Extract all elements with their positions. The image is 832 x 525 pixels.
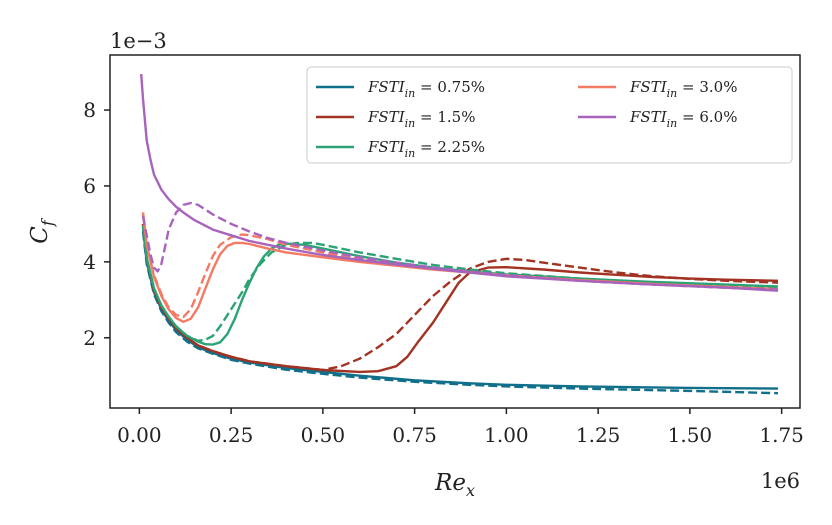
x-tick-label: 1.25 (576, 423, 621, 447)
x-axis-label: Rex (434, 470, 475, 500)
x-tick-label: 1.75 (759, 423, 804, 447)
legend-label: FSTIin = 1.5% (367, 108, 475, 130)
series-line-4-dashed (141, 212, 779, 319)
legend-box (306, 66, 793, 164)
legend-label: FSTIin = 0.75% (367, 78, 485, 100)
series-line-2-dashed (141, 223, 779, 372)
x-tick-label: 1.50 (668, 423, 713, 447)
x-tick-label: 0.75 (392, 423, 437, 447)
series-layer (140, 73, 779, 395)
y-tick-label: 8 (83, 98, 96, 122)
y-tick-label: 6 (83, 174, 96, 198)
legend-label: FSTIin = 6.0% (629, 108, 737, 130)
y-axis-label: Cf (27, 217, 57, 244)
series-line-3-dashed (141, 225, 779, 342)
legend-label: FSTIin = 3.0% (629, 78, 737, 100)
legend: FSTIin = 0.75% FSTIin = 1.5% FSTIin = 2.25… (306, 66, 793, 164)
x-tick-label: 0.50 (301, 423, 346, 447)
plot-frame (109, 54, 801, 409)
x-tick-label: 0.25 (209, 423, 254, 447)
series-line-1-dashed (141, 231, 779, 395)
x-multiplier-label: 1e6 (761, 469, 800, 493)
legend-label: FSTIin = 2.25% (367, 138, 485, 160)
y-tick-label: 2 (83, 326, 96, 350)
series-line-5-solid (140, 73, 779, 292)
y-axis-ticks: 2 4 6 8 (83, 98, 110, 350)
y-multiplier-label: 1e−3 (110, 29, 167, 53)
x-tick-label: 1.00 (484, 423, 529, 447)
legend-items: FSTIin = 0.75% FSTIin = 1.5% FSTIin = 2.25… (316, 78, 737, 160)
x-tick-label: 0.00 (117, 423, 162, 447)
y-tick-label: 4 (83, 250, 96, 274)
series-line-5-dashed (141, 201, 779, 291)
x-axis-ticks: 0.00 0.25 0.50 0.75 1.00 1.25 1.50 1.75 (117, 408, 804, 447)
